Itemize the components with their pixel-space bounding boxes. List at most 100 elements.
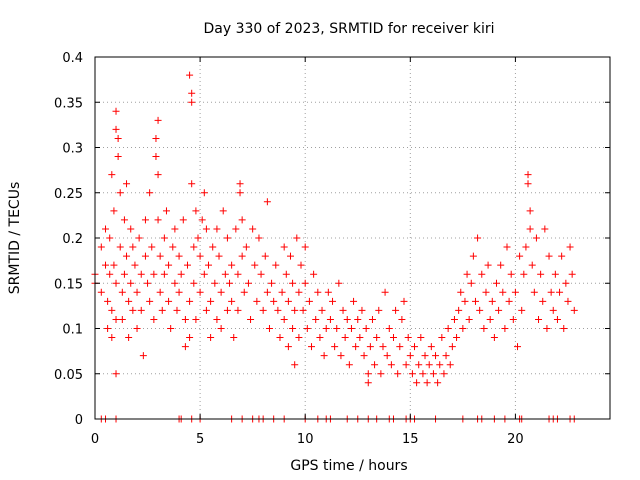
data-point [112,315,120,323]
data-point [402,361,410,369]
data-point [501,325,509,332]
y-tick-label: 0.15 [54,277,83,292]
data-point [312,315,320,323]
data-point [165,297,173,305]
data-point [488,297,496,305]
data-point [278,288,286,296]
y-tick-label: 0.35 [54,96,83,111]
data-point [261,252,269,260]
data-point [238,252,246,260]
data-point [150,270,158,278]
data-point [455,306,463,314]
data-point [112,125,120,133]
data-point [471,297,479,305]
data-point [478,270,486,278]
data-point [137,306,145,314]
data-point [154,171,162,179]
data-point [308,343,316,351]
data-point [284,297,292,305]
data-point [244,279,252,287]
data-point [404,334,412,342]
data-point [112,279,120,287]
data-point [343,315,351,323]
data-point [263,288,271,296]
data-point [110,207,118,215]
data-point [329,297,337,305]
data-point [375,306,383,314]
data-point [205,261,213,269]
y-axis: 0 0.05 0.1 0.15 0.2 0.25 0.3 0.35 0.4 [54,51,610,428]
data-point [135,234,143,242]
data-point [186,334,194,342]
data-point [368,315,376,323]
data-point [207,297,215,305]
data-point [480,325,488,332]
data-point [276,334,284,342]
data-point [190,279,198,287]
data-point [352,343,360,351]
data-point [476,306,484,314]
data-point [219,207,227,215]
data-point [223,234,231,242]
data-point [514,343,522,351]
data-point [419,370,427,378]
data-point [217,325,225,332]
data-point [354,315,362,323]
data-point [97,288,105,296]
data-point [417,334,425,342]
data-point [537,270,545,278]
data-point [324,288,332,296]
data-point [291,306,299,314]
data-point [305,297,313,305]
data-point [192,315,200,323]
data-point [152,153,160,161]
data-point [190,243,198,251]
data-point [291,361,299,369]
data-point [509,315,517,323]
data-point [453,334,461,342]
x-tick-label: 10 [297,432,314,447]
data-point [265,325,273,332]
data-point [282,270,290,278]
data-point [165,261,173,269]
data-point [202,306,210,314]
data-point [345,361,353,369]
data-point [179,216,187,224]
data-point [526,225,534,233]
data-point [131,261,139,269]
data-point [310,270,318,278]
data-point [505,297,513,305]
data-point [320,352,328,360]
data-point [358,306,366,314]
data-point [141,216,149,224]
data-point [215,252,223,260]
data-point [173,306,181,314]
data-point [406,352,414,360]
data-point [236,180,244,188]
data-point [259,306,267,314]
data-point [408,370,416,378]
data-point [383,352,391,360]
data-point [171,279,179,287]
data-point [177,270,185,278]
data-point [188,180,196,188]
data-point [423,379,431,387]
data-point [289,279,297,287]
data-point [314,288,322,296]
data-point [503,243,511,251]
data-point [364,379,372,387]
data-point [255,234,263,242]
data-point [286,252,294,260]
data-point [411,343,419,351]
data-point [125,297,133,305]
data-point [158,306,166,314]
data-point [247,315,255,323]
data-point [516,252,524,260]
data-point [194,234,202,242]
data-point [303,325,311,332]
data-point [373,334,381,342]
data-point [446,361,454,369]
data-point [413,379,421,387]
data-point [474,234,482,242]
data-point [385,325,393,332]
